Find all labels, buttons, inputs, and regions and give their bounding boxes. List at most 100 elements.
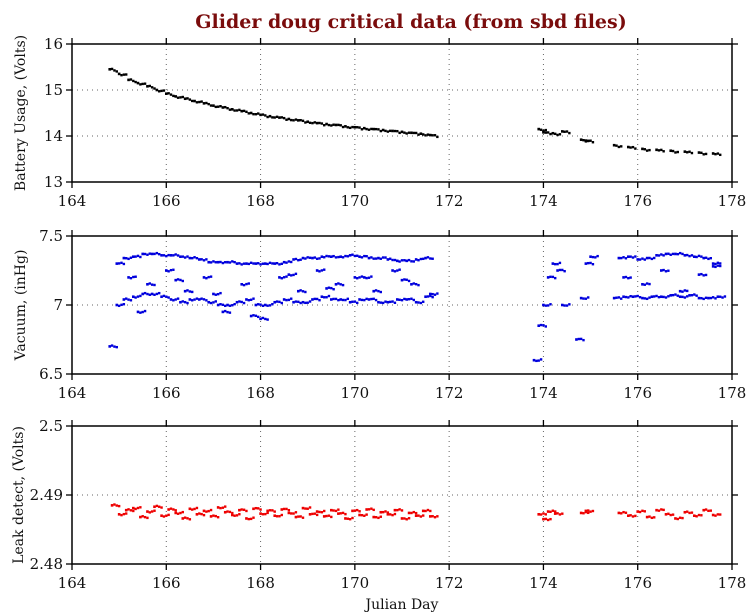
data-point <box>228 304 232 307</box>
data-point <box>148 252 151 255</box>
data-point <box>386 511 390 514</box>
data-point <box>278 263 281 266</box>
data-point <box>655 148 658 152</box>
data-point <box>709 509 712 512</box>
data-point <box>537 359 540 362</box>
data-point <box>358 298 361 301</box>
data-point <box>280 301 283 305</box>
data-point <box>631 295 635 299</box>
data-point <box>405 132 408 135</box>
data-point <box>407 131 411 134</box>
data-point <box>127 508 130 511</box>
data-point <box>146 253 149 256</box>
data-point <box>558 268 562 272</box>
data-point <box>358 276 361 279</box>
data-point <box>195 513 199 516</box>
data-point <box>653 295 656 298</box>
data-point <box>301 119 305 123</box>
data-point <box>700 514 703 517</box>
data-point <box>299 118 302 122</box>
data-point <box>353 125 357 129</box>
data-point <box>678 289 682 293</box>
data-point <box>212 301 215 304</box>
data-point <box>117 262 121 265</box>
data-point <box>417 259 420 262</box>
data-point <box>620 256 623 260</box>
data-point <box>389 513 392 516</box>
data-point <box>191 508 194 511</box>
data-point <box>275 261 279 265</box>
data-point <box>344 254 347 258</box>
data-point <box>704 256 708 259</box>
data-point <box>704 296 708 300</box>
data-point <box>219 291 222 295</box>
data-point <box>240 283 244 286</box>
data-point <box>374 127 378 131</box>
data-point <box>327 294 331 298</box>
data-point <box>622 295 625 299</box>
data-point <box>219 260 222 264</box>
data-point <box>240 109 244 113</box>
data-point <box>412 260 415 263</box>
data-point <box>183 97 187 101</box>
data-point <box>638 296 642 299</box>
data-point <box>186 255 189 258</box>
data-point <box>263 303 267 307</box>
data-point <box>636 294 639 298</box>
data-point <box>395 259 399 263</box>
data-point <box>193 99 196 103</box>
data-point <box>209 508 213 512</box>
data-point <box>410 283 413 286</box>
data-point <box>117 504 121 508</box>
data-point <box>268 509 272 512</box>
data-point <box>139 255 142 259</box>
data-point <box>162 515 166 518</box>
data-point <box>264 114 267 117</box>
data-point <box>257 303 260 306</box>
data-point <box>273 514 277 517</box>
data-point <box>612 296 616 300</box>
data-point <box>311 256 314 260</box>
data-point <box>391 129 394 133</box>
data-point <box>143 291 147 295</box>
data-point <box>334 283 338 286</box>
data-point <box>193 256 196 259</box>
data-point <box>372 127 376 131</box>
data-point <box>297 300 300 303</box>
data-point <box>216 260 220 264</box>
y-tick-label: 7.5 <box>39 227 63 245</box>
data-point <box>292 512 295 515</box>
data-point <box>285 298 288 302</box>
data-point <box>221 506 225 509</box>
data-point <box>393 270 397 273</box>
data-point <box>711 296 715 299</box>
data-point <box>294 118 298 121</box>
data-point <box>139 506 142 509</box>
data-point <box>396 129 399 133</box>
data-point <box>226 510 229 513</box>
data-point <box>174 95 178 98</box>
data-point <box>337 508 340 511</box>
data-point <box>659 295 663 299</box>
data-point <box>153 87 156 90</box>
data-point <box>431 257 434 260</box>
data-point <box>356 254 359 257</box>
data-point <box>242 301 246 305</box>
data-point <box>379 510 383 514</box>
data-point <box>148 84 151 88</box>
data-point <box>216 292 220 296</box>
data-point <box>238 508 241 512</box>
data-point <box>626 514 630 517</box>
data-point <box>273 300 277 304</box>
data-point <box>716 264 720 267</box>
data-point <box>332 123 335 126</box>
data-point <box>264 317 267 321</box>
x-tick-label: 172 <box>435 574 464 592</box>
data-point <box>372 257 375 260</box>
data-point <box>221 310 225 314</box>
data-point <box>636 258 640 261</box>
data-point <box>400 509 404 512</box>
data-point <box>579 296 583 300</box>
data-point <box>544 517 547 521</box>
data-point <box>122 256 126 260</box>
